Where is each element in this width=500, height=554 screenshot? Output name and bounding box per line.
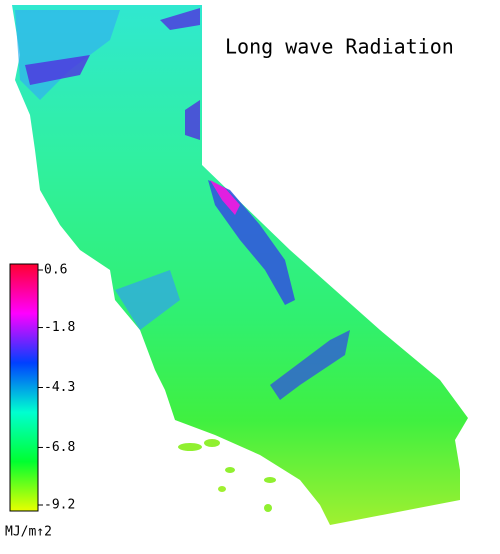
sierra-peak [210,180,240,215]
colorbar: MJ/m↑2 0.6 -1.8 -4.3 -6.8 -9.2 [5,263,75,540]
north-streak [25,8,200,140]
island [225,467,235,473]
island [264,504,272,512]
island [178,443,202,451]
colorbar-tick-label: -1.8 [44,320,75,335]
california-map [12,5,468,525]
map-title: Long wave Radiation [225,35,454,59]
mountain-streak [270,330,350,400]
coast-streak [115,270,180,330]
island [264,477,276,483]
land [12,5,468,525]
colorbar-tick-label: 0.6 [44,263,67,278]
island [218,486,226,492]
colorbar-tick-label: -6.8 [44,440,75,455]
colorbar-unit: MJ/m↑2 [5,525,52,540]
colorbar-tick-label: -9.2 [44,498,75,513]
island [204,439,220,447]
sierra-ridge [208,180,295,305]
colorbar-tick-label: -4.3 [44,380,75,395]
colorbar-scale [9,263,39,512]
